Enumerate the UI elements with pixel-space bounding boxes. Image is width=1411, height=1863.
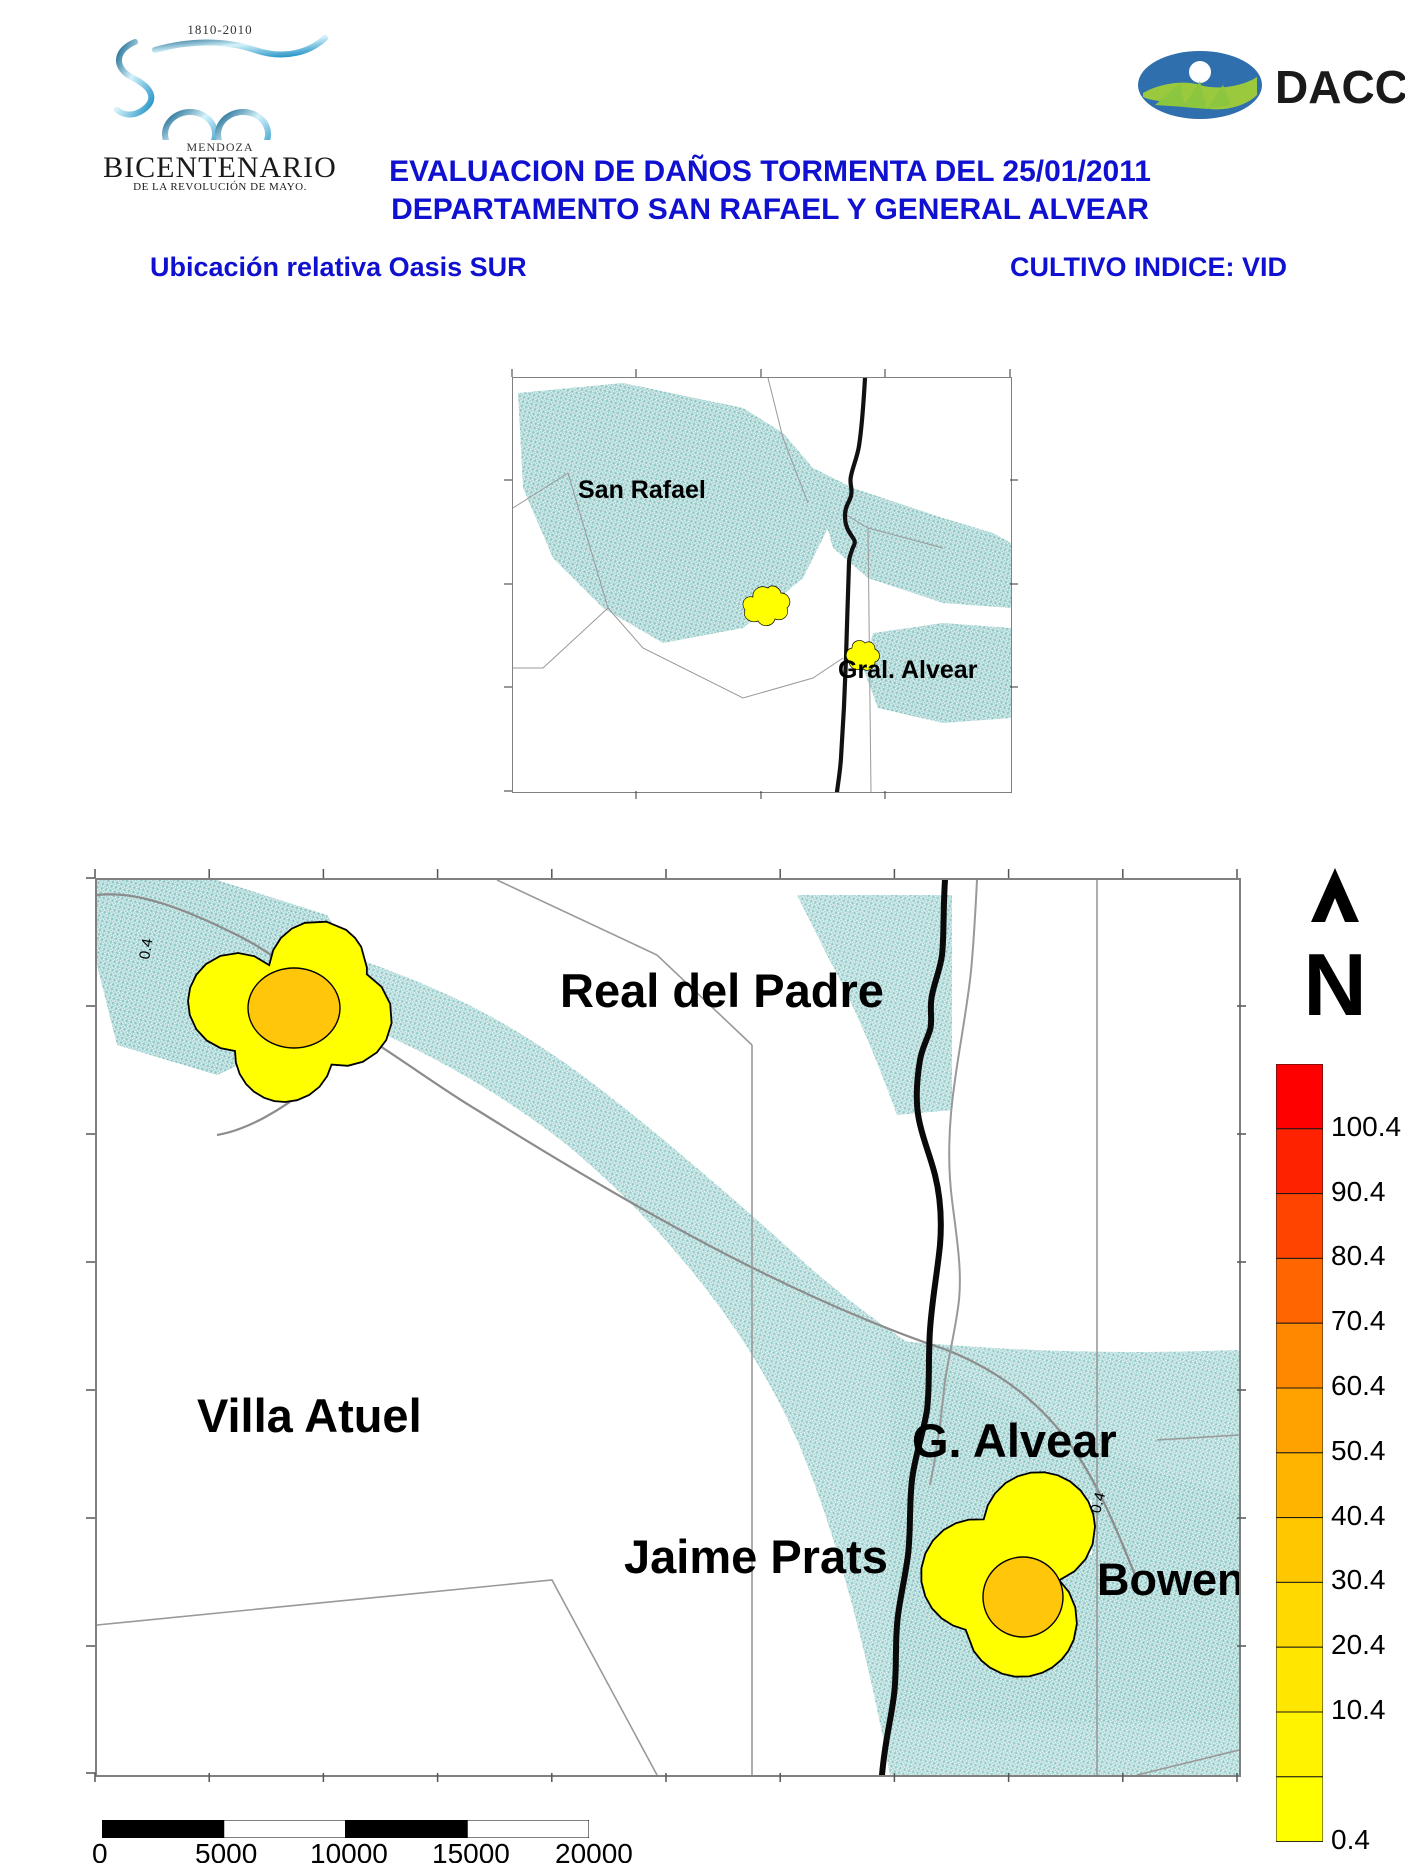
svg-text:Gral. Alvear: Gral. Alvear — [838, 656, 978, 684]
svg-text:N: N — [1303, 935, 1367, 1034]
svg-text:DACC: DACC — [1275, 61, 1405, 113]
svg-text:1810-2010: 1810-2010 — [187, 22, 252, 37]
svg-text:Real del Padre: Real del Padre — [560, 964, 884, 1017]
svg-text:San Rafael: San Rafael — [578, 476, 706, 504]
svg-text:Jaime Prats: Jaime Prats — [624, 1530, 888, 1583]
svg-text:Villa Atuel: Villa Atuel — [197, 1389, 422, 1442]
svg-text:G. Alvear: G. Alvear — [912, 1414, 1117, 1467]
svg-text:Bowen: Bowen — [1097, 1554, 1239, 1605]
svg-text:0.4: 0.4 — [136, 937, 156, 960]
